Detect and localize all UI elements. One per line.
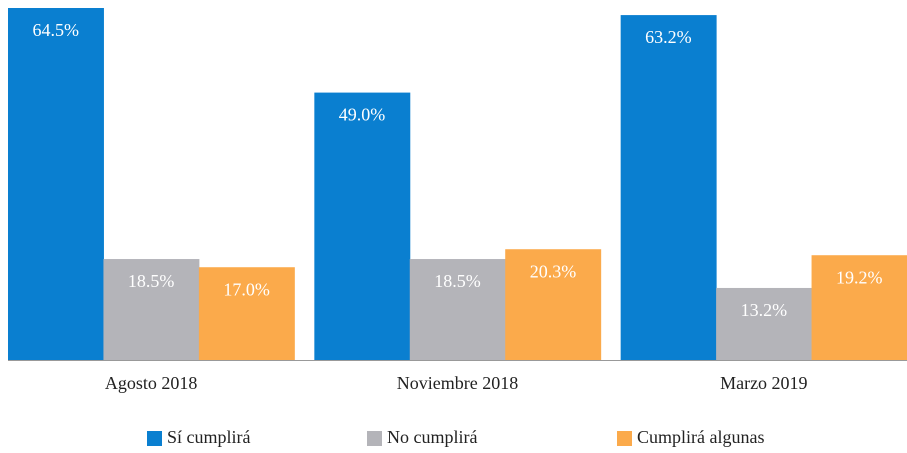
value-label: 64.5% (32, 20, 79, 40)
bar (620, 15, 717, 360)
value-label: 18.5% (434, 271, 481, 291)
bar (8, 8, 104, 360)
bar (716, 287, 813, 360)
x-tick-label: Agosto 2018 (105, 373, 198, 393)
legend-swatch (147, 431, 162, 446)
value-label: 17.0% (223, 279, 270, 299)
bar (103, 259, 200, 360)
value-label: 20.3% (530, 261, 577, 281)
legend-swatch (617, 431, 632, 446)
legend-label: No cumplirá (387, 427, 477, 447)
bar (198, 267, 295, 360)
bar (811, 255, 907, 360)
value-label: 18.5% (128, 271, 175, 291)
bar (505, 249, 602, 360)
legend-label: Cumplirá algunas (637, 427, 764, 447)
value-label: 13.2% (741, 300, 788, 320)
x-tick-label: Marzo 2019 (720, 373, 807, 393)
value-label: 19.2% (836, 267, 883, 287)
value-label: 63.2% (645, 27, 692, 47)
x-tick-label: Noviembre 2018 (397, 373, 518, 393)
legend-label: Sí cumplirá (167, 427, 251, 447)
legend-swatch (367, 431, 382, 446)
value-label: 49.0% (339, 105, 386, 125)
bar (314, 92, 411, 361)
bar (409, 259, 506, 360)
